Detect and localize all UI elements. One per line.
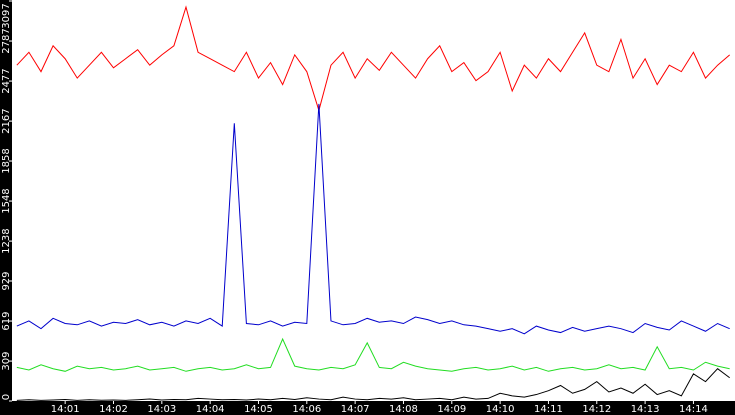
y-tick-label: 1858 bbox=[1, 148, 12, 173]
x-tick-label: 14:04 bbox=[196, 404, 225, 415]
x-tick-label: 14:03 bbox=[147, 404, 176, 415]
y-tick-label: 929 bbox=[1, 271, 12, 290]
y-tick-label: 619 bbox=[1, 312, 12, 331]
series-line bbox=[16, 5, 731, 113]
series-line bbox=[16, 368, 730, 401]
x-tick-label: 14:07 bbox=[341, 404, 370, 415]
y-axis-strip bbox=[0, 0, 12, 415]
x-tick-label: 14:01 bbox=[51, 404, 80, 415]
x-tick-label: 14:14 bbox=[679, 404, 708, 415]
y-tick-label: 0 bbox=[1, 394, 12, 400]
y-tick-label: 2167 bbox=[1, 108, 12, 133]
series-line bbox=[16, 337, 730, 372]
y-tick-label: 1238 bbox=[1, 228, 12, 253]
y-tick-label: 1548 bbox=[1, 188, 12, 213]
y-tick-label: 2477 bbox=[1, 68, 12, 93]
y-tick-label: 3097 bbox=[1, 3, 12, 28]
x-tick-label: 14:08 bbox=[389, 404, 418, 415]
x-axis-strip bbox=[0, 401, 735, 415]
x-tick-label: 14:13 bbox=[631, 404, 660, 415]
x-tick-label: 14:10 bbox=[486, 404, 515, 415]
x-tick-label: 14:12 bbox=[582, 404, 611, 415]
x-tick-label: 14:02 bbox=[99, 404, 128, 415]
y-tick-label: 2787 bbox=[1, 28, 12, 53]
x-tick-label: 14:11 bbox=[534, 404, 563, 415]
x-tick-label: 14:05 bbox=[244, 404, 273, 415]
x-tick-label: 14:09 bbox=[437, 404, 466, 415]
x-tick-label: 14:06 bbox=[292, 404, 321, 415]
y-tick-label: 309 bbox=[1, 352, 12, 371]
series-line bbox=[16, 103, 730, 335]
